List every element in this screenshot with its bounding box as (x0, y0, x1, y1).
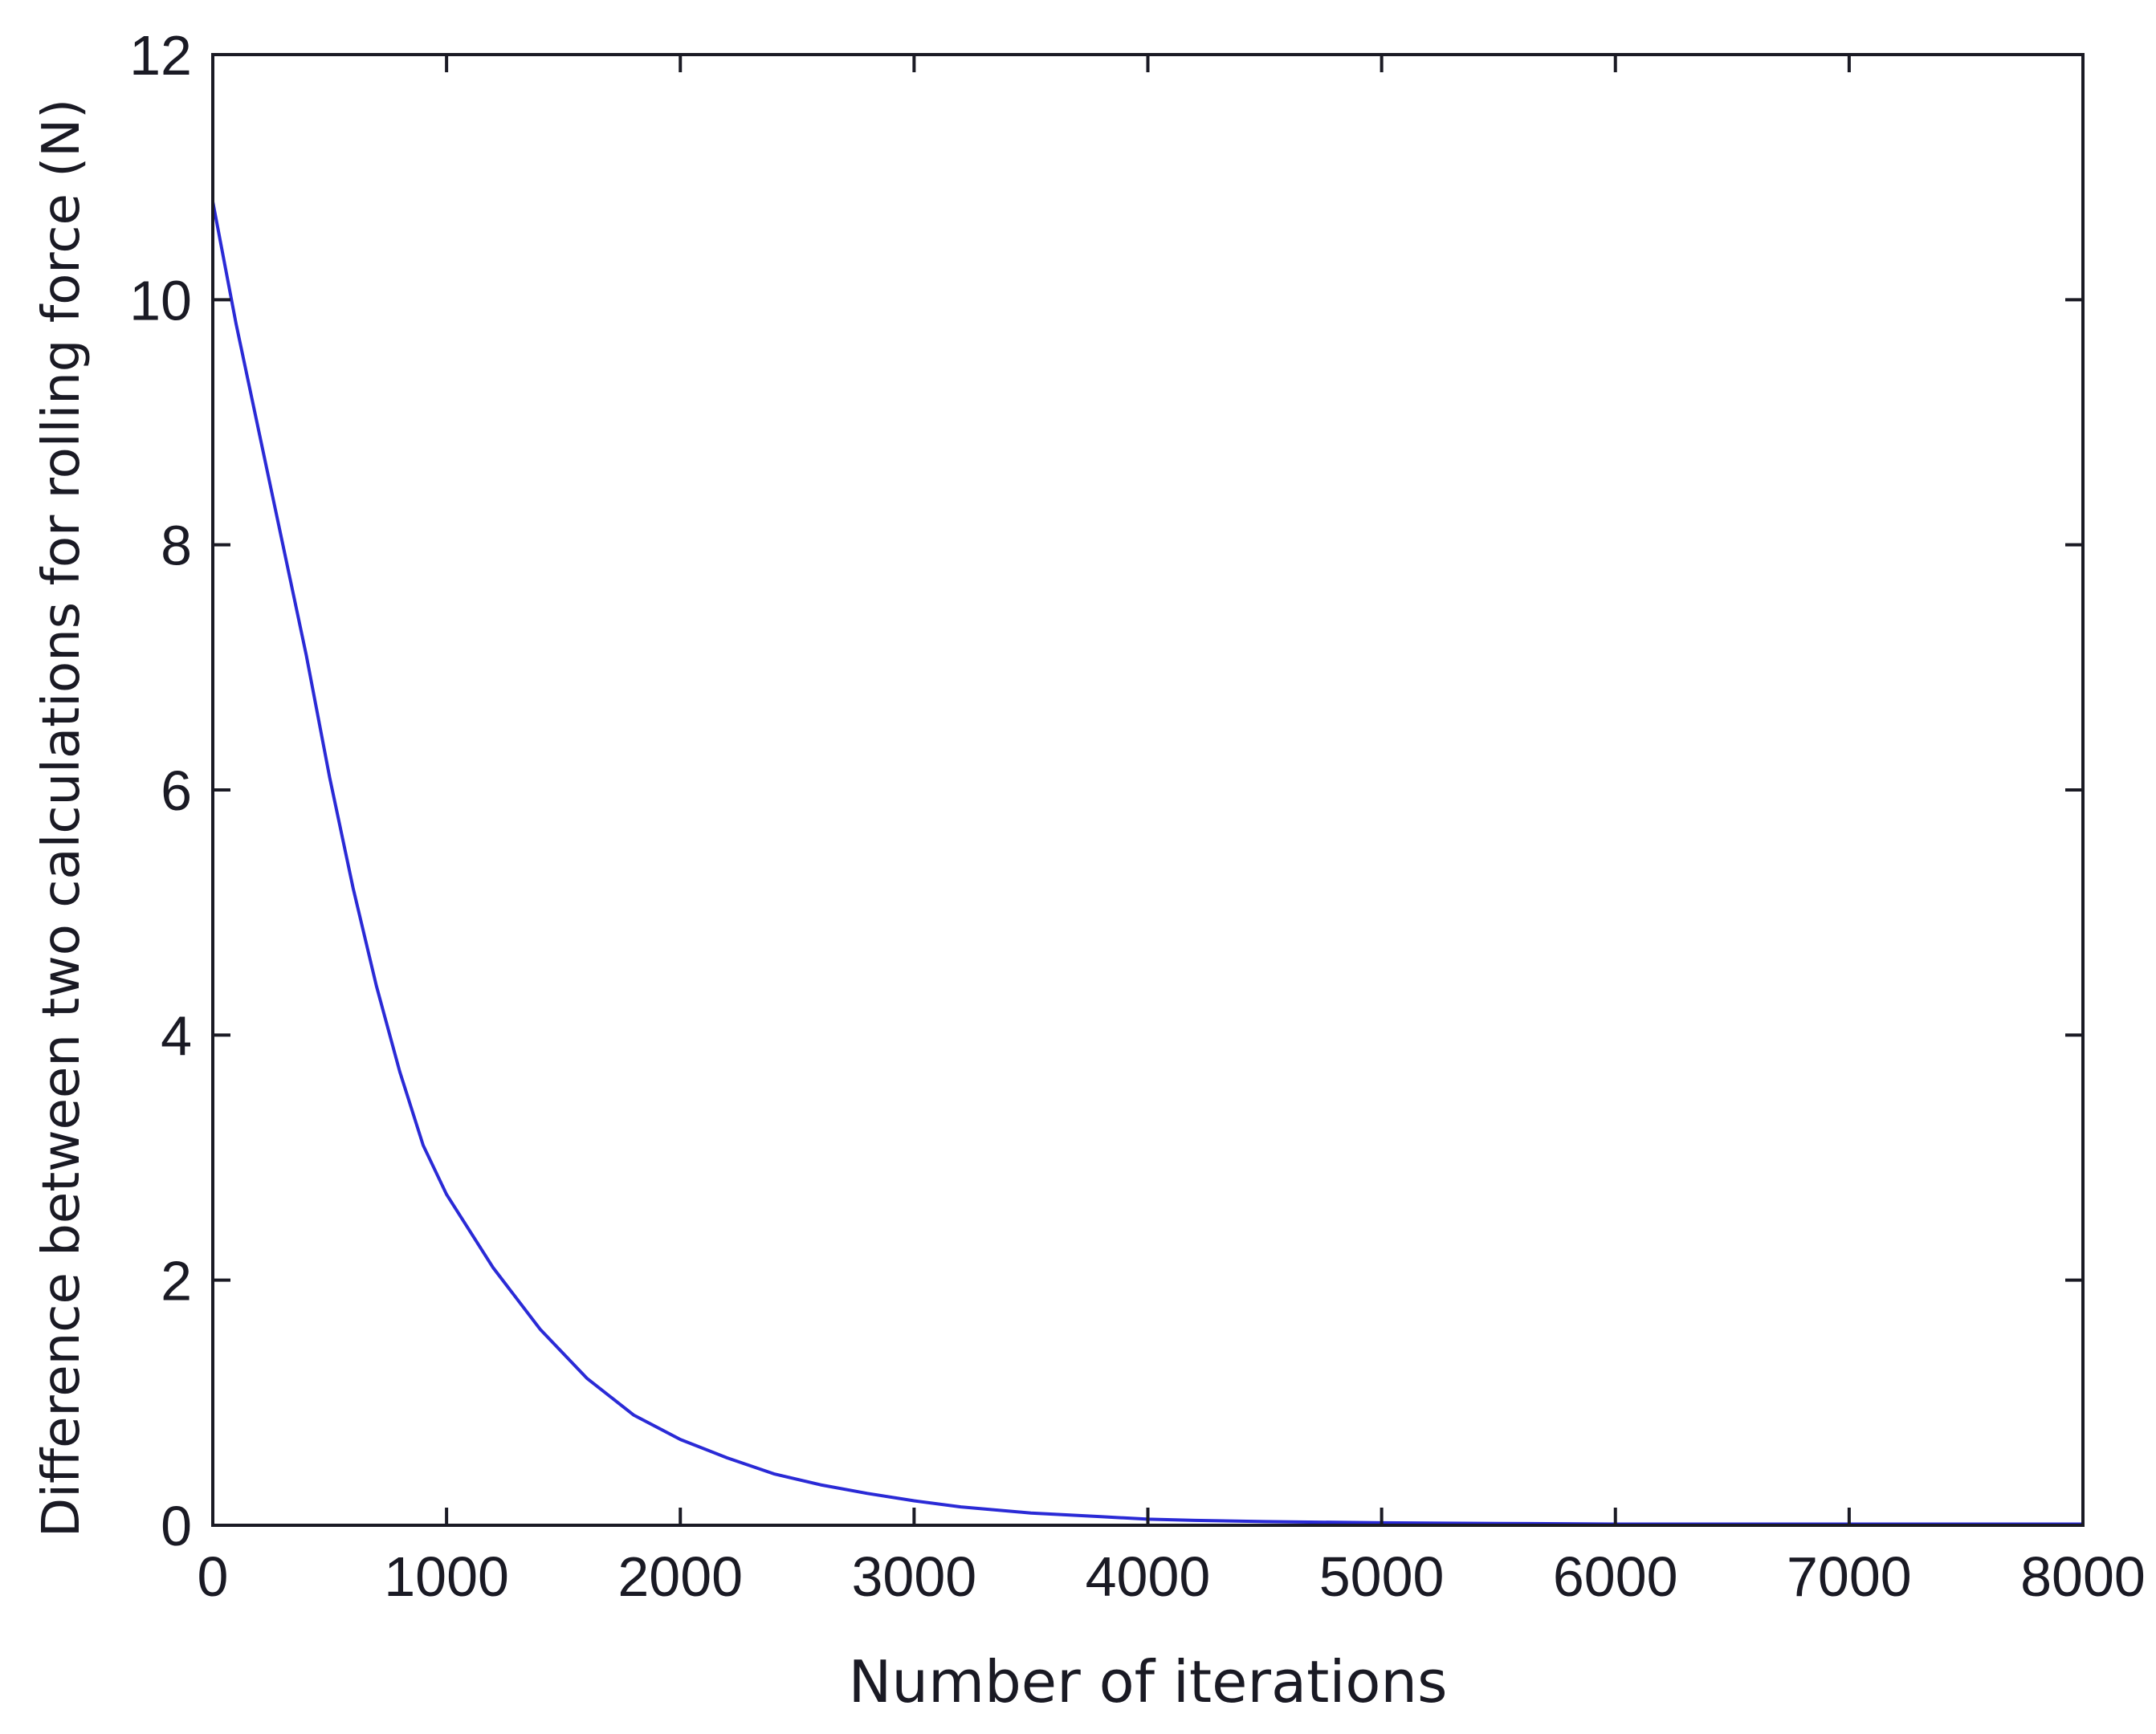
x-tick-label: 2000 (617, 1545, 743, 1608)
x-tick-label: 8000 (2020, 1545, 2146, 1608)
y-tick-label: 8 (161, 515, 192, 577)
x-tick-label: 1000 (384, 1545, 509, 1608)
x-tick-label: 7000 (1787, 1545, 1912, 1608)
series-line-1 (211, 201, 2083, 1526)
x-tick-label: 5000 (1319, 1545, 1445, 1608)
x-tick-label: 6000 (1553, 1545, 1678, 1608)
x-tick-label: 3000 (852, 1545, 977, 1608)
y-tick-label: 4 (161, 1004, 192, 1067)
x-tick-label: 0 (198, 1545, 229, 1608)
y-tick-label: 2 (161, 1250, 192, 1313)
y-tick-label: 10 (129, 269, 192, 332)
y-tick-label: 12 (129, 24, 192, 87)
series-group (211, 201, 2083, 1526)
x-axis-title: Number of iterations (848, 1648, 1447, 1716)
y-axis-ticks: 0 2 4 6 8 10 12 (129, 24, 2083, 1557)
y-axis-title: Difference between two calculations for … (32, 99, 92, 1537)
plot-background (213, 55, 2083, 1525)
x-tick-label: 4000 (1086, 1545, 1211, 1608)
plot-area (213, 55, 2083, 1525)
y-tick-label: 6 (161, 759, 192, 822)
x-axis-ticks: 0 1000 2000 3000 4000 5000 6000 7000 8000 (198, 55, 2146, 1608)
y-tick-label: 0 (161, 1495, 192, 1557)
